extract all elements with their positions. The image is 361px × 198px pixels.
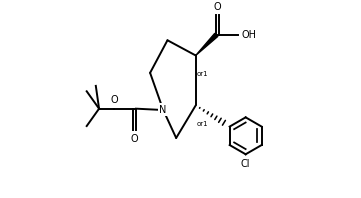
Text: Cl: Cl (241, 159, 251, 169)
Polygon shape (196, 33, 218, 55)
Text: OH: OH (242, 30, 256, 40)
Text: O: O (110, 95, 118, 105)
Text: O: O (214, 2, 221, 12)
Text: N: N (160, 105, 167, 115)
Text: or1: or1 (197, 71, 208, 77)
Text: or1: or1 (197, 121, 208, 127)
Text: O: O (131, 134, 139, 144)
